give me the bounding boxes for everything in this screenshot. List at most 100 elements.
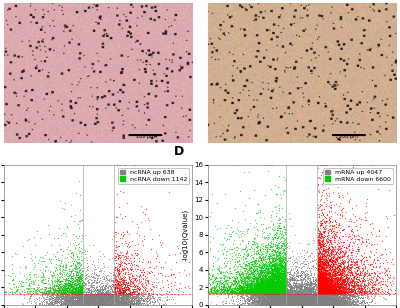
Point	[347, 270, 353, 275]
Point	[282, 296, 289, 301]
Point	[279, 284, 286, 289]
Point	[317, 284, 324, 289]
Point	[280, 288, 286, 293]
Point	[268, 290, 274, 295]
Point	[292, 292, 298, 297]
Point	[207, 287, 214, 292]
Point	[73, 254, 80, 259]
Point	[276, 285, 282, 290]
Point	[320, 298, 326, 303]
Point	[320, 298, 326, 303]
Point	[329, 286, 336, 290]
Point	[96, 301, 102, 306]
Point	[277, 290, 284, 295]
Point	[268, 214, 274, 219]
Point	[340, 290, 347, 295]
Point	[326, 264, 332, 269]
Point	[42, 285, 49, 290]
Point	[110, 294, 116, 298]
Point	[226, 260, 233, 265]
Point	[318, 241, 324, 246]
Point	[256, 302, 262, 306]
Point	[172, 251, 178, 256]
Point	[272, 295, 278, 300]
Point	[286, 300, 293, 305]
Point	[97, 287, 104, 292]
Point	[280, 299, 286, 304]
Point	[303, 300, 310, 305]
Point	[343, 274, 349, 279]
Point	[291, 298, 298, 302]
Point	[97, 298, 103, 303]
Point	[189, 283, 195, 288]
Point	[335, 287, 342, 292]
Point	[298, 286, 304, 291]
Point	[290, 292, 296, 297]
Point	[292, 293, 298, 298]
Point	[121, 279, 127, 284]
Point	[112, 292, 118, 297]
Point	[226, 276, 232, 281]
Point	[326, 287, 332, 292]
Point	[92, 299, 98, 304]
Point	[282, 291, 288, 296]
Point	[273, 297, 280, 302]
Point	[286, 296, 292, 301]
Point	[226, 286, 233, 291]
Point	[245, 262, 251, 267]
Point	[265, 294, 272, 299]
Point	[82, 294, 88, 299]
Point	[326, 259, 332, 264]
Point	[344, 265, 351, 270]
Point	[318, 274, 324, 278]
Point	[267, 256, 274, 261]
Point	[308, 302, 314, 306]
Point	[107, 298, 113, 303]
Point	[261, 292, 267, 297]
Point	[90, 295, 96, 300]
Point	[98, 290, 105, 294]
Point	[316, 293, 322, 298]
Point	[122, 280, 129, 285]
Point	[348, 290, 354, 295]
Point	[276, 257, 282, 262]
Point	[259, 299, 266, 304]
Point	[326, 289, 332, 294]
Point	[60, 291, 66, 296]
Point	[342, 276, 349, 281]
Point	[262, 274, 268, 279]
Point	[330, 302, 336, 306]
Point	[250, 276, 256, 281]
Point	[322, 263, 328, 268]
Point	[321, 284, 327, 289]
Point	[282, 270, 288, 275]
Point	[304, 292, 310, 297]
Point	[298, 300, 305, 305]
Point	[252, 301, 258, 306]
Point	[333, 298, 340, 303]
Point	[344, 302, 350, 307]
Point	[78, 298, 84, 303]
Point	[294, 291, 300, 296]
Point	[281, 301, 288, 306]
Point	[72, 289, 79, 294]
Point	[297, 300, 304, 305]
Point	[267, 287, 273, 292]
Point	[193, 285, 200, 290]
Point	[295, 293, 302, 298]
Point	[83, 293, 89, 298]
Point	[314, 298, 320, 302]
Point	[151, 298, 158, 303]
Point	[280, 288, 286, 293]
Point	[319, 245, 326, 250]
Point	[234, 274, 240, 279]
Point	[325, 300, 331, 305]
Point	[74, 296, 80, 301]
Point	[250, 280, 257, 285]
Point	[78, 283, 85, 288]
Point	[213, 289, 219, 294]
Point	[263, 290, 270, 295]
Point	[100, 269, 107, 274]
Point	[81, 290, 88, 294]
Point	[316, 289, 323, 294]
